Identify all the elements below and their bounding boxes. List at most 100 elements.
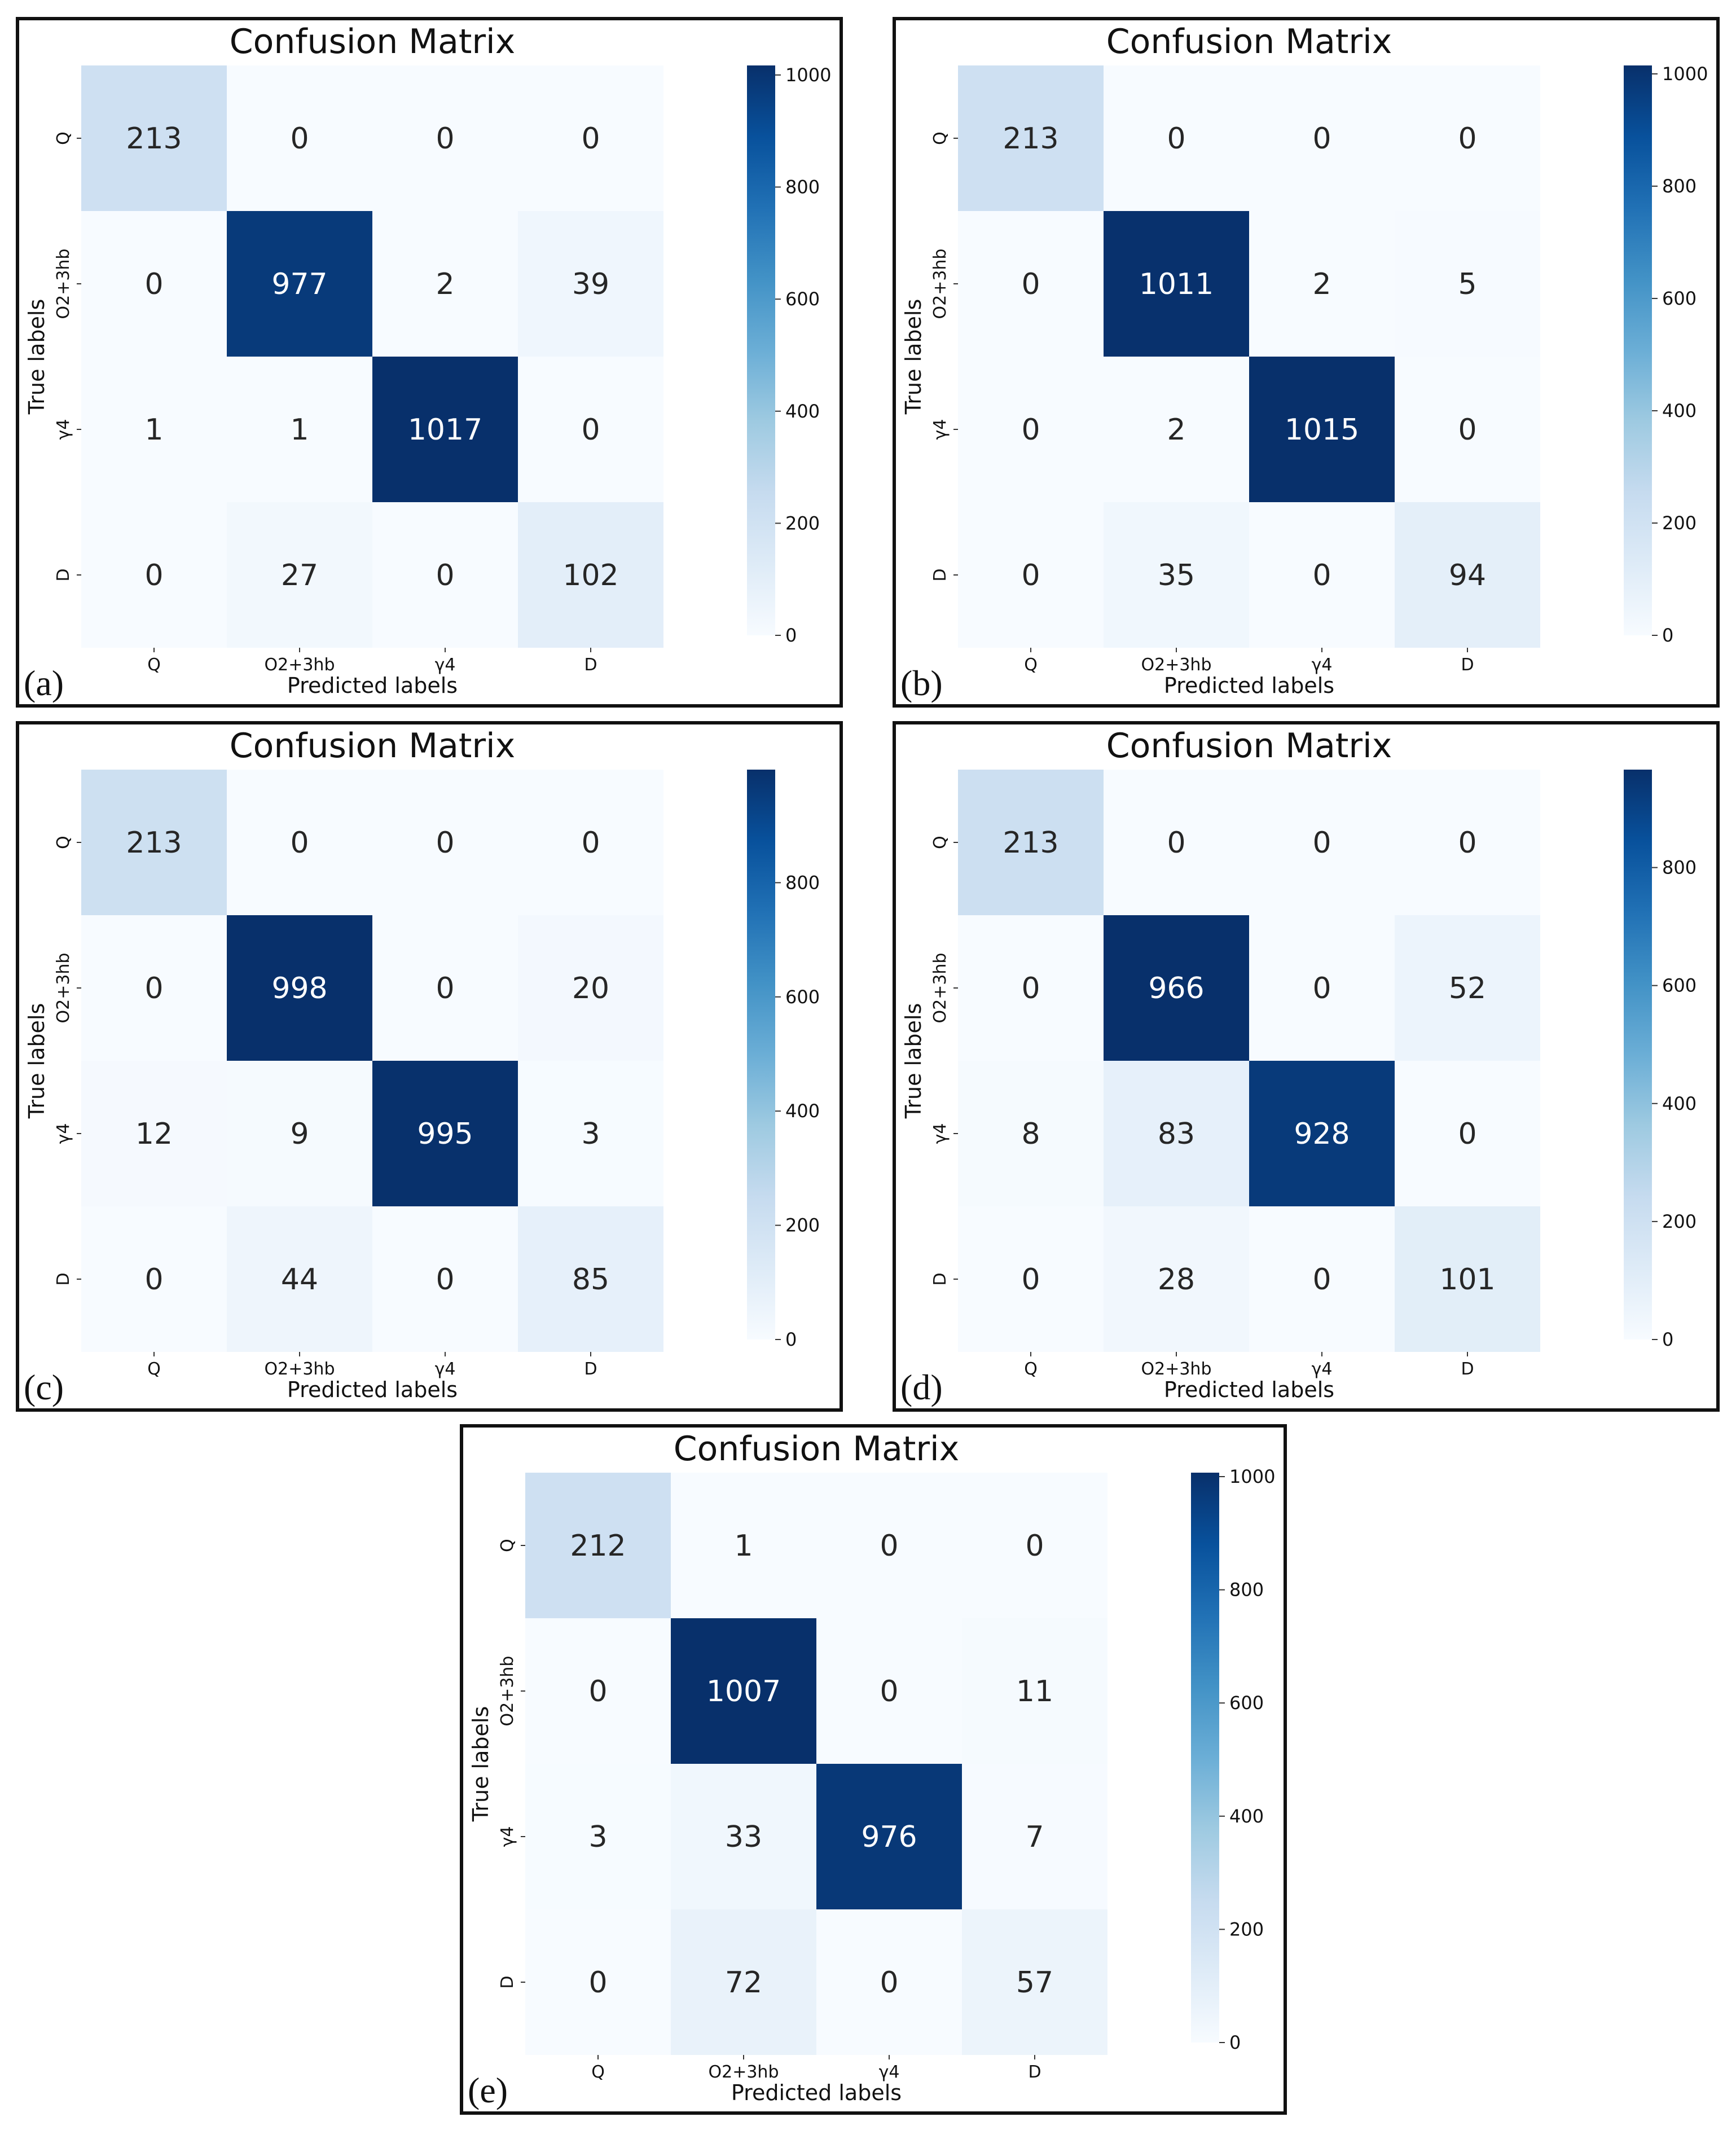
- heatmap-cell: [227, 211, 372, 357]
- cell-value-label: 213: [126, 826, 182, 860]
- cell-value-label: 0: [1312, 826, 1331, 860]
- colorbar: [747, 770, 775, 1340]
- cell-value-label: 27: [281, 559, 318, 592]
- y-tick-label: D: [930, 1272, 950, 1285]
- confusion-matrix-panel-c: Confusion Matrix 213 0 0 0 0 998 0 20 12 9 995 3 0 44 0…: [16, 721, 843, 1412]
- cell-value-label: 0: [436, 559, 454, 592]
- cell-value-label: 1: [734, 1529, 753, 1563]
- cell-value-label: 7: [1025, 1820, 1044, 1854]
- y-tick-label: γ4: [54, 1123, 73, 1144]
- cell-value-label: 0: [1167, 122, 1185, 156]
- colorbar-tick-label: 800: [1662, 857, 1697, 879]
- heatmap-cell: [1395, 65, 1540, 211]
- cell-value-label: 28: [1158, 1263, 1195, 1297]
- chart-svg-a: Confusion Matrix 213 0 0 0 0 977 2 39 1 1 1017 0 0 27 0…: [24, 22, 831, 703]
- cell-value-label: 213: [1003, 826, 1058, 860]
- cell-value-label: 0: [436, 122, 454, 156]
- cell-value-label: 213: [1003, 122, 1058, 156]
- colorbar-tick-label: 600: [1662, 288, 1697, 309]
- cell-value-label: 0: [144, 559, 163, 592]
- x-tick-label: Q: [147, 1359, 161, 1379]
- heatmap-cell: [1395, 1206, 1540, 1352]
- confusion-matrix-panel-b: Confusion Matrix 213 0 0 0 0 1011 2 5 0 2 1015 0 0 35 0…: [893, 17, 1720, 708]
- x-axis-label: Predicted labels: [1164, 673, 1334, 698]
- heatmap-cell: [525, 1618, 671, 1764]
- chart-title: Confusion Matrix: [230, 22, 515, 62]
- heatmap-cell: [372, 65, 518, 211]
- heatmap-cell: [958, 770, 1104, 915]
- heatmap-cell: [1249, 1206, 1395, 1352]
- heatmap-cell: [372, 211, 518, 357]
- chart-svg-d: Confusion Matrix 213 0 0 0 0 966 0 52 8 83 928 0 0 28 0…: [900, 726, 1697, 1407]
- x-tick-label: Q: [591, 2062, 605, 2082]
- y-tick-label: O2+3hb: [54, 249, 73, 319]
- colorbar-tick-label: 400: [1662, 1093, 1697, 1114]
- colorbar-tick-label: 1000: [1662, 63, 1708, 85]
- heatmap-cell: [518, 915, 663, 1061]
- heatmap-cell: [1249, 502, 1395, 648]
- cell-value-label: 0: [1312, 972, 1331, 1005]
- colorbar-tick-label: 200: [785, 1215, 820, 1236]
- cell-value-label: 0: [588, 1675, 607, 1709]
- cell-value-label: 44: [281, 1263, 318, 1297]
- confusion-matrix-panel-a: Confusion Matrix 213 0 0 0 0 977 2 39 1 1 1017 0 0 27 0…: [16, 17, 843, 708]
- confusion-matrix-panel-e: Confusion Matrix 212 1 0 0 0 1007 0 11 3 33 976 7 0 72…: [460, 1424, 1287, 2115]
- heatmap-cell: [518, 1061, 663, 1206]
- cell-value-label: 0: [436, 972, 454, 1005]
- panel-label: (a): [24, 663, 64, 703]
- colorbar-tick-label: 400: [1229, 1806, 1264, 1827]
- heatmap-cell: [816, 1764, 962, 1909]
- heatmap-cell: [962, 1909, 1107, 2055]
- y-axis-label: True labels: [468, 1706, 493, 1822]
- cell-value-label: 33: [725, 1820, 762, 1854]
- cell-value-label: 0: [1458, 122, 1476, 156]
- heatmap-cell: [227, 770, 372, 915]
- x-tick-label: O2+3hb: [265, 655, 335, 675]
- heatmap-cell: [816, 1618, 962, 1764]
- cell-value-label: 85: [572, 1263, 609, 1297]
- cell-value-label: 1: [144, 413, 163, 447]
- heatmap-cell: [518, 1206, 663, 1352]
- cell-value-label: 977: [271, 267, 327, 301]
- heatmap-cell: [227, 915, 372, 1061]
- y-tick-label: γ4: [930, 419, 950, 440]
- cell-value-label: 0: [1312, 122, 1331, 156]
- heatmap-grid: 213 0 0 0 0 1011 2 5 0 2 1015 0 0 35 0 94: [958, 65, 1540, 648]
- colorbar-tick-label: 200: [1662, 512, 1697, 534]
- y-tick-label: D: [54, 568, 73, 581]
- cell-value-label: 1007: [706, 1675, 781, 1709]
- cell-value-label: 0: [880, 1675, 898, 1709]
- chart-title: Confusion Matrix: [1106, 22, 1392, 62]
- colorbar-tick-label: 800: [785, 177, 820, 198]
- heatmap-cell: [227, 65, 372, 211]
- heatmap-cell: [1395, 357, 1540, 502]
- chart-title: Confusion Matrix: [1106, 726, 1392, 766]
- cell-value-label: 1011: [1139, 267, 1214, 301]
- cell-value-label: 0: [144, 1263, 163, 1297]
- cell-value-label: 0: [1021, 267, 1040, 301]
- heatmap-cell: [81, 1061, 227, 1206]
- heatmap-cell: [372, 915, 518, 1061]
- x-tick-label: D: [584, 1359, 597, 1379]
- heatmap-cell: [518, 357, 663, 502]
- cell-value-label: 0: [1021, 559, 1040, 592]
- y-tick-label: Q: [930, 131, 950, 145]
- y-tick-label: O2+3hb: [498, 1656, 517, 1727]
- cell-value-label: 5: [1458, 267, 1476, 301]
- heatmap-cell: [958, 1061, 1104, 1206]
- heatmap-cell: [1104, 211, 1249, 357]
- cell-value-label: 0: [1025, 1529, 1044, 1563]
- x-tick-label: Q: [1024, 655, 1038, 675]
- colorbar-tick-label: 600: [785, 288, 820, 310]
- y-tick-label: D: [54, 1272, 73, 1285]
- x-axis-label: Predicted labels: [731, 2080, 902, 2105]
- heatmap-cell: [1395, 770, 1540, 915]
- heatmap-cell: [81, 211, 227, 357]
- heatmap-grid: 213 0 0 0 0 998 0 20 12 9 995 3 0 44 0 85: [81, 770, 663, 1352]
- cell-value-label: 1017: [408, 413, 482, 447]
- cell-value-label: 0: [581, 413, 600, 447]
- heatmap-cell: [958, 915, 1104, 1061]
- heatmap-cell: [962, 1473, 1107, 1618]
- x-axis-label: Predicted labels: [287, 1377, 458, 1402]
- x-tick-label: O2+3hb: [1141, 1359, 1212, 1379]
